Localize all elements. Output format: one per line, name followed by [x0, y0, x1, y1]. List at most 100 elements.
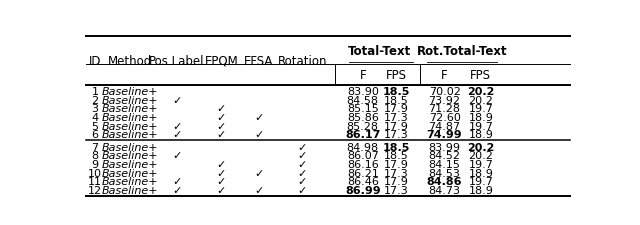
Text: 71.28: 71.28: [429, 104, 461, 114]
Text: 8: 8: [92, 151, 99, 160]
Text: 17.9: 17.9: [384, 159, 409, 169]
Text: 83.99: 83.99: [429, 142, 461, 152]
Text: 73.92: 73.92: [429, 95, 461, 105]
Text: 19.7: 19.7: [468, 121, 493, 131]
Text: ✓: ✓: [254, 112, 263, 122]
Text: Pos.Label: Pos.Label: [149, 55, 204, 68]
Text: FPS: FPS: [386, 69, 407, 82]
Text: 18.5: 18.5: [383, 87, 410, 97]
Text: Baseline+: Baseline+: [101, 112, 158, 122]
Text: Baseline+: Baseline+: [101, 159, 158, 169]
Text: 86.07: 86.07: [347, 151, 379, 160]
Text: ✓: ✓: [172, 151, 181, 160]
Text: 17.9: 17.9: [384, 121, 409, 131]
Text: 74.99: 74.99: [427, 130, 462, 140]
Text: 85.15: 85.15: [347, 104, 379, 114]
Text: Baseline+: Baseline+: [101, 130, 158, 140]
Text: 18.9: 18.9: [468, 185, 493, 195]
Text: EPQM: EPQM: [205, 55, 238, 68]
Text: ✓: ✓: [172, 121, 181, 131]
Text: ✓: ✓: [217, 104, 226, 114]
Text: 9: 9: [92, 159, 99, 169]
Text: 2: 2: [92, 95, 99, 105]
Text: 20.2: 20.2: [468, 151, 493, 160]
Text: ✓: ✓: [298, 151, 307, 160]
Text: 17.9: 17.9: [384, 176, 409, 186]
Text: 86.99: 86.99: [345, 185, 381, 195]
Text: ✓: ✓: [217, 121, 226, 131]
Text: ✓: ✓: [172, 176, 181, 186]
Text: 85.86: 85.86: [347, 112, 379, 122]
Text: 17.3: 17.3: [384, 168, 409, 178]
Text: ✓: ✓: [254, 185, 263, 195]
Text: 74.87: 74.87: [429, 121, 461, 131]
Text: Baseline+: Baseline+: [101, 142, 158, 152]
Text: Total-Text: Total-Text: [348, 44, 412, 57]
Text: ✓: ✓: [217, 176, 226, 186]
Text: EFSA: EFSA: [244, 55, 273, 68]
Text: 18.5: 18.5: [383, 142, 410, 152]
Text: ✓: ✓: [217, 159, 226, 169]
Text: 85.28: 85.28: [347, 121, 379, 131]
Text: 84.53: 84.53: [429, 168, 461, 178]
Text: Rotation: Rotation: [278, 55, 327, 68]
Text: Baseline+: Baseline+: [101, 95, 158, 105]
Text: ✓: ✓: [172, 130, 181, 140]
Text: Rot.Total-Text: Rot.Total-Text: [417, 44, 508, 57]
Text: F: F: [441, 69, 448, 82]
Text: Baseline+: Baseline+: [101, 168, 158, 178]
Text: 70.02: 70.02: [429, 87, 461, 97]
Text: 19.7: 19.7: [468, 104, 493, 114]
Text: 83.90: 83.90: [347, 87, 379, 97]
Text: Baseline+: Baseline+: [101, 151, 158, 160]
Text: 18.9: 18.9: [468, 168, 493, 178]
Text: Baseline+: Baseline+: [101, 176, 158, 186]
Text: 84.15: 84.15: [429, 159, 461, 169]
Text: 11: 11: [88, 176, 102, 186]
Text: F: F: [360, 69, 366, 82]
Text: 6: 6: [92, 130, 99, 140]
Text: ✓: ✓: [298, 176, 307, 186]
Text: 72.60: 72.60: [429, 112, 461, 122]
Text: Baseline+: Baseline+: [101, 87, 158, 97]
Text: 20.2: 20.2: [467, 142, 495, 152]
Text: FPS: FPS: [470, 69, 492, 82]
Text: 19.7: 19.7: [468, 159, 493, 169]
Text: 20.2: 20.2: [467, 87, 495, 97]
Text: ID: ID: [88, 55, 101, 68]
Text: 4: 4: [92, 112, 99, 122]
Text: 84.98: 84.98: [347, 142, 379, 152]
Text: ✓: ✓: [217, 112, 226, 122]
Text: 86.21: 86.21: [347, 168, 379, 178]
Text: 12: 12: [88, 185, 102, 195]
Text: 18.5: 18.5: [384, 95, 409, 105]
Text: 84.58: 84.58: [347, 95, 379, 105]
Text: 5: 5: [92, 121, 99, 131]
Text: ✓: ✓: [217, 168, 226, 178]
Text: 17.3: 17.3: [384, 130, 409, 140]
Text: 7: 7: [92, 142, 99, 152]
Text: Baseline+: Baseline+: [101, 185, 158, 195]
Text: 18.9: 18.9: [468, 112, 493, 122]
Text: 17.3: 17.3: [384, 112, 409, 122]
Text: 1: 1: [92, 87, 99, 97]
Text: ✓: ✓: [172, 185, 181, 195]
Text: 10: 10: [88, 168, 102, 178]
Text: ✓: ✓: [298, 142, 307, 152]
Text: ✓: ✓: [217, 130, 226, 140]
Text: 86.17: 86.17: [345, 130, 380, 140]
Text: Baseline+: Baseline+: [101, 104, 158, 114]
Text: 19.7: 19.7: [468, 176, 493, 186]
Text: 17.9: 17.9: [384, 104, 409, 114]
Text: 86.46: 86.46: [347, 176, 379, 186]
Text: 84.52: 84.52: [429, 151, 461, 160]
Text: 84.86: 84.86: [427, 176, 462, 186]
Text: ✓: ✓: [172, 95, 181, 105]
Text: ✓: ✓: [254, 168, 263, 178]
Text: Method: Method: [108, 55, 152, 68]
Text: 3: 3: [92, 104, 99, 114]
Text: ✓: ✓: [298, 185, 307, 195]
Text: 20.2: 20.2: [468, 95, 493, 105]
Text: 18.9: 18.9: [468, 130, 493, 140]
Text: ✓: ✓: [298, 168, 307, 178]
